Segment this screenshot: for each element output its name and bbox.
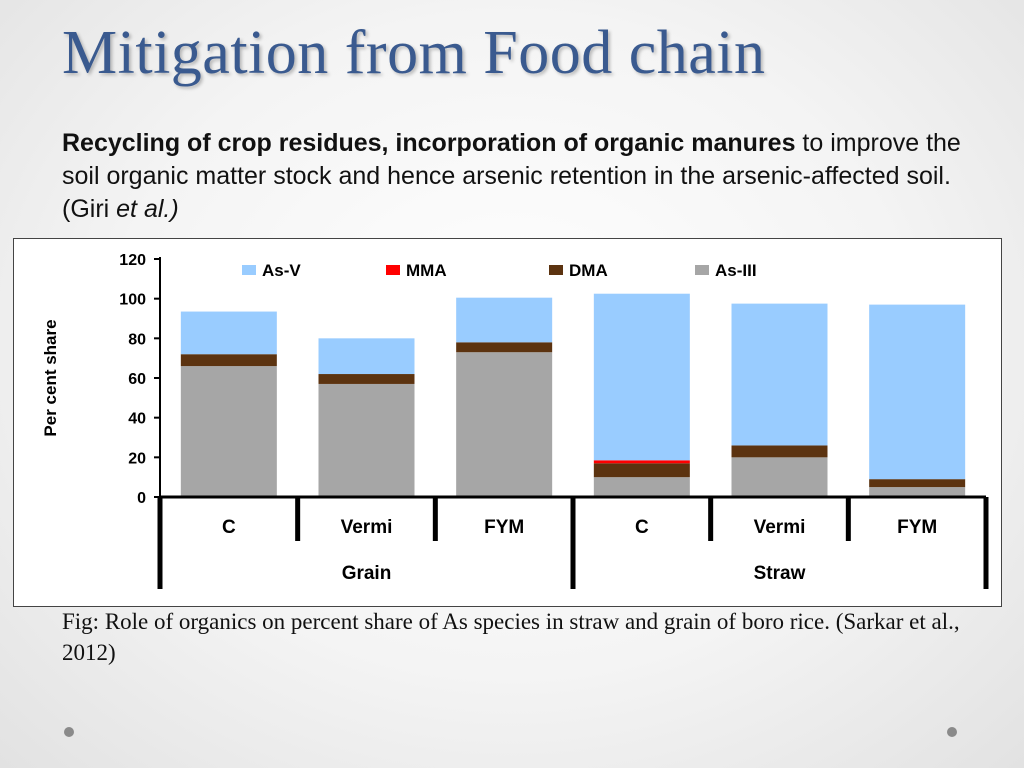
bar-segment-as-v [731, 303, 828, 446]
x-category-label: C [222, 517, 236, 538]
bar-segment-as-v [593, 293, 690, 461]
x-group-label: Grain [342, 563, 392, 584]
bar-segment-as-v [869, 304, 966, 480]
bar-segment-as-v [318, 338, 415, 375]
chart-container: 0 20 40 60 80 100 120 Per cent share C Vermi FYM C V… [13, 238, 1002, 607]
x-category-label: Vermi [754, 517, 806, 538]
bar-segment-dma [869, 479, 966, 488]
legend-label: As-III [715, 261, 757, 280]
bar-segment-dma [318, 374, 415, 384]
bar-segment-as-iii [869, 487, 966, 497]
x-group-label: Straw [754, 563, 806, 584]
bar-segment-as-v [456, 297, 553, 343]
y-tick-label: 0 [137, 490, 146, 507]
legend-label: DMA [569, 261, 608, 280]
decorative-dot-left [64, 727, 74, 737]
intro-text: to improve the soil organic matter stock… [62, 129, 961, 223]
legend-swatch [242, 265, 256, 275]
intro-italic-text: et al.) [116, 195, 179, 223]
bar-segment-as-iii [593, 477, 690, 497]
y-tick-label: 20 [128, 450, 146, 467]
y-tick-label: 100 [119, 292, 146, 309]
figure-caption: Fig: Role of organics on percent share o… [62, 609, 960, 665]
y-axis-title: Per cent share [41, 319, 60, 436]
y-tick-label: 120 [119, 252, 146, 269]
bar-segment-as-v [180, 311, 277, 355]
bar-segment-as-iii [731, 457, 828, 497]
bar-segment-dma [180, 354, 277, 367]
bar-segment-dma [731, 445, 828, 458]
legend-label: MMA [406, 261, 447, 280]
bar-segment-dma [456, 342, 553, 353]
legend-swatch [549, 265, 563, 275]
legend-swatch [695, 265, 709, 275]
intro-bold-text: Recycling of crop residues, incorporatio… [62, 129, 796, 157]
x-category-label: Vermi [341, 517, 393, 538]
bar-segment-as-iii [318, 383, 415, 497]
y-tick-label: 40 [128, 411, 146, 428]
bar-segment-mma [593, 460, 690, 464]
legend-label: As-V [262, 261, 301, 280]
bar-segment-as-iii [180, 366, 277, 497]
slide-title: Mitigation from Food chain [62, 19, 766, 87]
intro-paragraph: Recycling of crop residues, incorporatio… [62, 127, 992, 226]
stacked-bar-chart: 0 20 40 60 80 100 120 Per cent share C Vermi FYM C V… [41, 252, 989, 589]
x-category-label: FYM [897, 517, 937, 538]
y-tick-label: 80 [128, 331, 146, 348]
x-category-label: C [635, 517, 649, 538]
legend-swatch [386, 265, 400, 275]
bar-segment-dma [593, 463, 690, 478]
bar-segment-as-iii [456, 352, 553, 497]
y-tick-label: 60 [128, 371, 146, 388]
decorative-dot-right [947, 727, 957, 737]
x-category-label: FYM [484, 517, 524, 538]
